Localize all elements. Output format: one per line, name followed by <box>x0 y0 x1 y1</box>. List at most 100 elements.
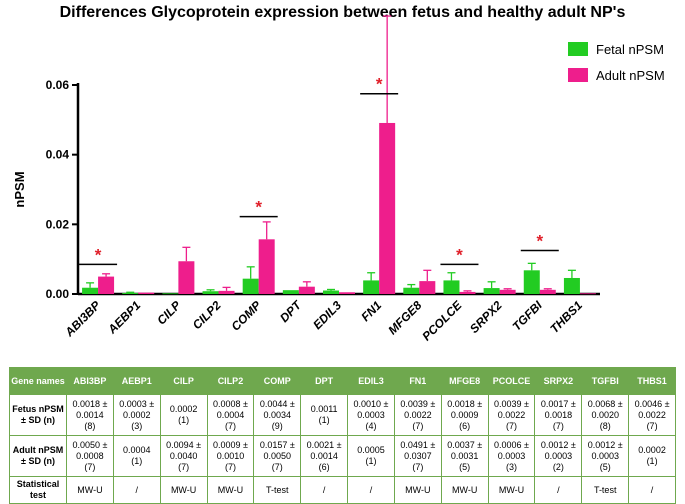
y-tick-label: 0.06 <box>46 78 70 92</box>
table-col-header: PCOLCE <box>487 367 536 395</box>
table-col-header: DPT <box>300 367 349 395</box>
table-cell: 0.0018 ± 0.0009 (6) <box>440 394 489 436</box>
legend-swatch <box>568 42 588 56</box>
adult-bar-thbs1 <box>579 293 596 295</box>
table-cell: MW-U <box>440 476 489 504</box>
significance-star: * <box>255 198 262 217</box>
table-cell: 0.0037 ± 0.0031 (5) <box>440 435 489 477</box>
table-row-header: Statistical test <box>9 476 67 504</box>
fetal-bar-edil3 <box>323 290 339 294</box>
table-col-header: FN1 <box>393 367 442 395</box>
bar-chart: 0.00 0.02 0.04 0.06 nPSM * * * * * ABI3BP AEBP1 CI… <box>12 15 665 344</box>
x-tick-label: DPT <box>277 297 305 325</box>
table-cell: / <box>628 476 676 504</box>
table-header-row: Gene names ABI3BP AEBP1 CILP CILP2 COMP DPT EDI… <box>9 367 676 395</box>
y-tick-label: 0.04 <box>46 148 70 162</box>
table-cell: 0.0002 (1) <box>628 435 676 477</box>
y-tick-label: 0.02 <box>46 217 70 231</box>
fetal-bar-mfge8 <box>403 287 420 294</box>
significance-star: * <box>376 75 383 94</box>
significance-star: * <box>456 245 463 264</box>
table-cell: MW-U <box>487 476 536 504</box>
adult-bar-aebp1 <box>138 292 155 294</box>
legend-label: Fetal nPSM <box>596 42 664 57</box>
x-tick-label: MFGE8 <box>385 298 424 337</box>
x-tick-label: THBS1 <box>547 298 585 336</box>
chart-title: Differences Glycoprotein expression betw… <box>59 4 626 21</box>
table-col-header: TGFBI <box>581 367 630 395</box>
table-cell: 0.0008 ± 0.0004 (7) <box>206 394 255 436</box>
table-col-header: THBS1 <box>628 367 676 395</box>
table-cell: 0.0044 ± 0.0034 (9) <box>253 394 302 436</box>
table-cell: 0.0018 ± 0.0014 (8) <box>66 394 114 436</box>
legend: Fetal nPSM Adult nPSM <box>568 42 665 83</box>
table-cell: 0.0002 (1) <box>159 394 208 436</box>
table-cell: MW-U <box>393 476 442 504</box>
chart-axes: 0.00 0.02 0.04 0.06 nPSM <box>12 78 600 301</box>
fetal-bar-aebp1 <box>122 292 139 294</box>
x-tick-label: COMP <box>228 298 264 334</box>
adult-bar-tgfbi <box>539 289 556 294</box>
significance-markers: * * * * * <box>79 75 559 266</box>
table-cell: / <box>534 476 583 504</box>
y-tick-label: 0.00 <box>46 287 70 301</box>
x-tick-label: AEBP1 <box>104 298 143 337</box>
table-col-header: COMP <box>253 367 302 395</box>
fetal-bar-pcolce <box>443 280 460 294</box>
table-cell: MW-U <box>159 476 208 504</box>
fetal-bar-srpx2 <box>483 288 500 294</box>
table-cell: 0.0068 ± 0.0020 (8) <box>581 394 630 436</box>
table-row-header: Fetus nPSM ± SD (n) <box>9 394 67 436</box>
x-tick-label: CILP <box>154 298 184 328</box>
table-cell: 0.0017 ± 0.0018 (7) <box>534 394 583 436</box>
y-axis-label: nPSM <box>12 171 27 207</box>
table-cell: / <box>300 476 349 504</box>
table-cell: 0.0094 ± 0.0040 (7) <box>159 435 208 477</box>
adult-bar-cilp2 <box>218 290 235 294</box>
table-col-header: CILP <box>159 367 208 395</box>
table-row-header: Adult nPSM ± SD (n) <box>9 435 67 477</box>
table-cell: 0.0009 ± 0.0010 (7) <box>206 435 255 477</box>
x-tick-label: FN1 <box>358 298 384 324</box>
table-col-header: MFGE8 <box>440 367 489 395</box>
table-cell: 0.0050 ± 0.0008 (7) <box>66 435 114 477</box>
significance-star: * <box>536 231 543 250</box>
table-col-header: SRPX2 <box>534 367 583 395</box>
adult-bar-abi3bp <box>98 276 115 294</box>
table-col-header: ABI3BP <box>66 367 114 395</box>
table-cell: 0.0039 ± 0.0022 (7) <box>487 394 536 436</box>
table-cell: 0.0021 ± 0.0014 (6) <box>300 435 349 477</box>
fetal-bar-dpt <box>282 290 299 294</box>
table-cell: 0.0003 ± 0.0002 (3) <box>112 394 161 436</box>
adult-bar-dpt <box>298 286 315 294</box>
table-row: Statistical test MW-U / MW-U MW-U T-test / / MW-… <box>9 476 676 504</box>
table-cell: 0.0012 ± 0.0003 (5) <box>581 435 630 477</box>
adult-bar-srpx2 <box>499 289 516 294</box>
legend-swatch <box>568 68 588 82</box>
fetal-bar-fn1 <box>363 280 380 294</box>
table-cell: 0.0157 ± 0.0050 (7) <box>253 435 302 477</box>
table-cell: MW-U <box>206 476 255 504</box>
adult-bar-edil3 <box>339 292 355 294</box>
table-cell: / <box>112 476 161 504</box>
chart-bars <box>82 15 596 295</box>
adult-bar-fn1 <box>379 122 396 295</box>
fetal-bar-thbs1 <box>563 277 580 294</box>
statistics-table: Gene names ABI3BP AEBP1 CILP CILP2 COMP DPT EDI… <box>9 367 676 504</box>
x-tick-label: CILP2 <box>190 298 224 332</box>
table-corner-header: Gene names <box>9 367 67 395</box>
table-col-header: EDIL3 <box>347 367 395 395</box>
table-cell: 0.0046 ± 0.0022 (7) <box>628 394 676 436</box>
table-cell: 0.0011 (1) <box>300 394 349 436</box>
x-tick-label: PCOLCE <box>419 298 465 344</box>
table-col-header: AEBP1 <box>112 367 161 395</box>
table-cell: 0.0010 ± 0.0003 (4) <box>347 394 395 436</box>
table-cell: 0.0012 ± 0.0003 (2) <box>534 435 583 477</box>
fetal-bar-cilp2 <box>202 291 219 294</box>
table-col-header: CILP2 <box>206 367 255 395</box>
table-cell: 0.0491 ± 0.0307 (7) <box>393 435 442 477</box>
table-cell: 0.0004 (1) <box>112 435 161 477</box>
fetal-bar-tgfbi <box>523 270 540 294</box>
table-row: Adult nPSM ± SD (n) 0.0050 ± 0.0008 (7) 0.… <box>9 435 676 477</box>
table-cell: T-test <box>253 476 302 504</box>
